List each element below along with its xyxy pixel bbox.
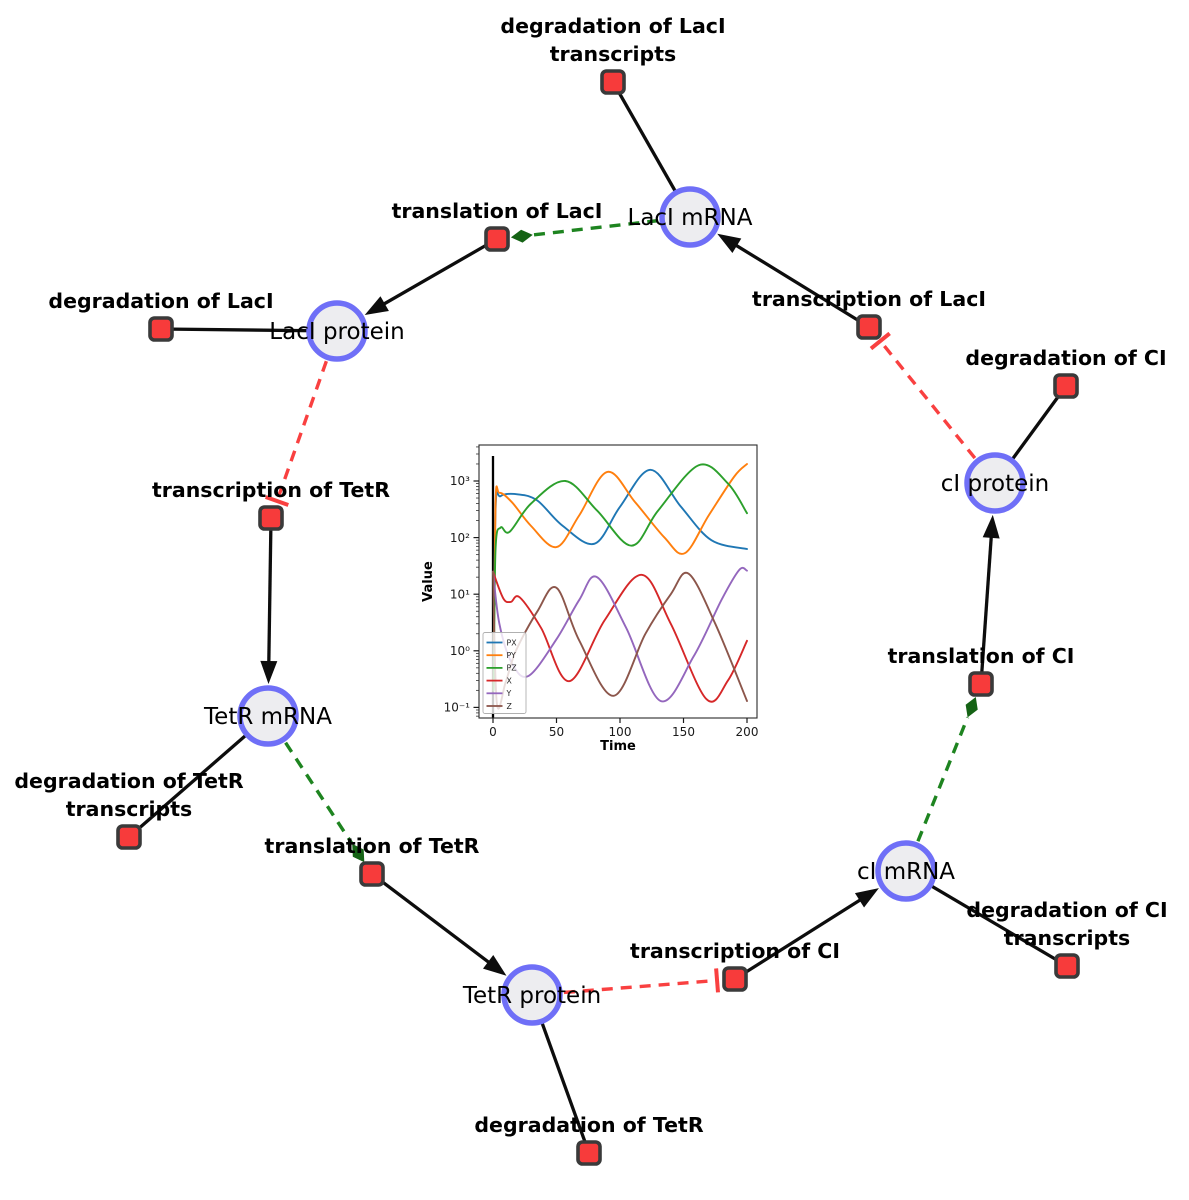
reaction-node-deg-tetr-tx[interactable]	[116, 824, 142, 850]
y-tick-label: 10¹	[450, 587, 470, 601]
species-label-laci-protein: LacI protein	[269, 319, 404, 345]
inset-chart: 0 50 100 150 200 10³ 10² 10¹ 10⁰ 10⁻¹ Time Value PX P…	[421, 444, 759, 754]
legend-label-py: PY	[507, 651, 517, 660]
reaction-label-deg-ci-tx-line2: transcripts	[1004, 926, 1131, 950]
reaction-label-deg-laci-line1: degradation of LacI	[48, 289, 273, 313]
reaction-node-deg-laci-tx[interactable]	[600, 69, 626, 95]
reaction-label-deg-tetr-tx-line1: degradation of TetR	[14, 769, 243, 793]
reaction-label-deg-laci-tx-line2: transcripts	[550, 42, 677, 66]
edge-inhibition-ci-protein-tx-laci	[878, 339, 977, 460]
x-tick-label: 50	[549, 725, 564, 739]
edge-production-tl-ci-ci-protein	[979, 526, 994, 685]
legend-label-z: Z	[507, 702, 512, 711]
edge-catalysis-laci-mrna-tl-laci	[532, 218, 659, 237]
x-tick-label: 150	[672, 725, 695, 739]
edge-production-tx-tetr-tetr-mrna	[267, 517, 273, 673]
species-node-tetr-mrna[interactable]	[237, 685, 299, 747]
edge-inhibition-laci-protein-tx-tetr	[275, 360, 328, 502]
y-tick-label: 10²	[450, 531, 470, 545]
legend-label-y: Y	[506, 689, 512, 698]
y-tick-label: 10⁰	[450, 644, 470, 658]
species-label-ci-mrna: cI mRNA	[857, 859, 955, 885]
edge-production-tl-tetr-tetr-protein-arrowhead-icon	[483, 955, 507, 976]
edge-inhibition-tetr-protein-tx-ci-tbar-icon	[714, 968, 720, 993]
x-tick-label: 100	[609, 725, 632, 739]
x-tick-label: 200	[736, 725, 759, 739]
series-line-x	[492, 570, 748, 703]
x-axis-label: Time	[600, 739, 636, 754]
reaction-label-deg-laci-tx-line1: degradation of LacI	[500, 14, 725, 38]
legend-label-pz: PZ	[507, 664, 517, 673]
edge-inhibition-tetr-protein-tx-ci	[563, 978, 718, 995]
reaction-node-deg-ci-tx[interactable]	[1054, 953, 1080, 979]
reaction-node-deg-ci[interactable]	[1053, 373, 1079, 399]
reaction-node-deg-laci[interactable]	[148, 316, 174, 342]
species-label-ci-protein: cI protein	[941, 471, 1050, 497]
reaction-label-deg-ci-tx-line1: degradation of CI	[966, 898, 1167, 922]
edge-production-tx-ci-ci-mrna	[734, 893, 870, 981]
edge-catalysis-ci-mrna-tl-ci	[916, 716, 970, 842]
edge-inhibition-laci-protein-tx-tetr-tbar-icon	[265, 495, 289, 507]
reaction-label-deg-ci-line1: degradation of CI	[965, 346, 1166, 370]
edge-production-tl-tetr-tetr-protein	[371, 872, 498, 970]
edge-production-tx-laci-laci-mrna-arrowhead-icon	[717, 233, 742, 254]
reaction-label-tl-ci-line1: translation of CI	[888, 644, 1075, 668]
edge-catalysis-tetr-mrna-tl-tetr	[284, 741, 354, 845]
legend-label-px: PX	[507, 638, 518, 647]
edge-consumption-ci-mrna-deg-ci-tx	[905, 869, 1068, 968]
reaction-label-tx-ci-line1: transcription of CI	[630, 939, 840, 963]
reaction-node-tl-ci[interactable]	[968, 671, 994, 697]
y-axis-label: Value	[421, 561, 436, 602]
reaction-node-tl-laci[interactable]	[484, 226, 510, 252]
y-tick-label: 10⁻¹	[444, 701, 471, 715]
edge-production-tx-tetr-tetr-mrna-arrowhead-icon	[260, 660, 278, 685]
x-tick-label: 0	[489, 725, 497, 739]
edge-production-tx-ci-ci-mrna-arrowhead-icon	[854, 888, 879, 908]
edge-production-tx-laci-laci-mrna	[726, 238, 870, 329]
edge-catalysis-tetr-mrna-tl-tetr-diamond-icon	[352, 843, 365, 863]
species-label-tetr-protein: TetR protein	[462, 983, 601, 1009]
species-node-ci-mrna[interactable]	[875, 840, 937, 902]
nodes-layer	[116, 69, 1080, 1166]
species-node-laci-protein[interactable]	[306, 300, 368, 362]
species-node-laci-mrna[interactable]	[659, 186, 721, 248]
reaction-node-tx-ci[interactable]	[722, 966, 748, 992]
species-label-tetr-mrna: TetR mRNA	[203, 704, 332, 730]
edge-inhibition-ci-protein-tx-laci-tbar-icon	[869, 331, 891, 351]
y-tick-label: 10³	[450, 474, 470, 488]
reaction-node-tx-tetr[interactable]	[258, 505, 284, 531]
edge-catalysis-ci-mrna-tl-ci-diamond-icon	[965, 696, 978, 718]
reaction-label-tx-tetr-line1: transcription of TetR	[152, 478, 390, 502]
reaction-label-tl-laci-line1: translation of LacI	[392, 199, 603, 223]
series-line-py	[492, 463, 748, 692]
edge-production-tl-laci-laci-protein-arrowhead-icon	[364, 296, 389, 316]
edge-production-tl-laci-laci-protein	[374, 237, 498, 311]
edge-catalysis-laci-mrna-tl-laci-diamond-icon	[510, 229, 533, 243]
legend-label-x: X	[507, 676, 513, 685]
chart-frame	[478, 444, 758, 719]
edge-production-tl-ci-ci-protein-arrowhead-icon	[982, 514, 1000, 539]
reaction-label-tl-tetr-line1: translation of TetR	[265, 834, 480, 858]
species-label-laci-mrna: LacI mRNA	[628, 205, 753, 231]
labels-layer: LacI mRNA LacI protein TetR mRNA TetR prote…	[14, 14, 1167, 1137]
reaction-node-tl-tetr[interactable]	[359, 861, 385, 887]
reaction-node-deg-tetr[interactable]	[576, 1140, 602, 1166]
legend-box	[482, 632, 527, 714]
species-node-ci-protein[interactable]	[964, 452, 1026, 514]
reaction-label-tx-laci-line1: transcription of LacI	[752, 287, 986, 311]
reaction-label-deg-tetr-tx-line2: transcripts	[66, 797, 193, 821]
species-node-tetr-protein[interactable]	[501, 964, 563, 1026]
reaction-label-deg-tetr-line1: degradation of TetR	[474, 1113, 703, 1137]
reaction-node-tx-laci[interactable]	[856, 314, 882, 340]
series-line-pz	[492, 463, 748, 692]
